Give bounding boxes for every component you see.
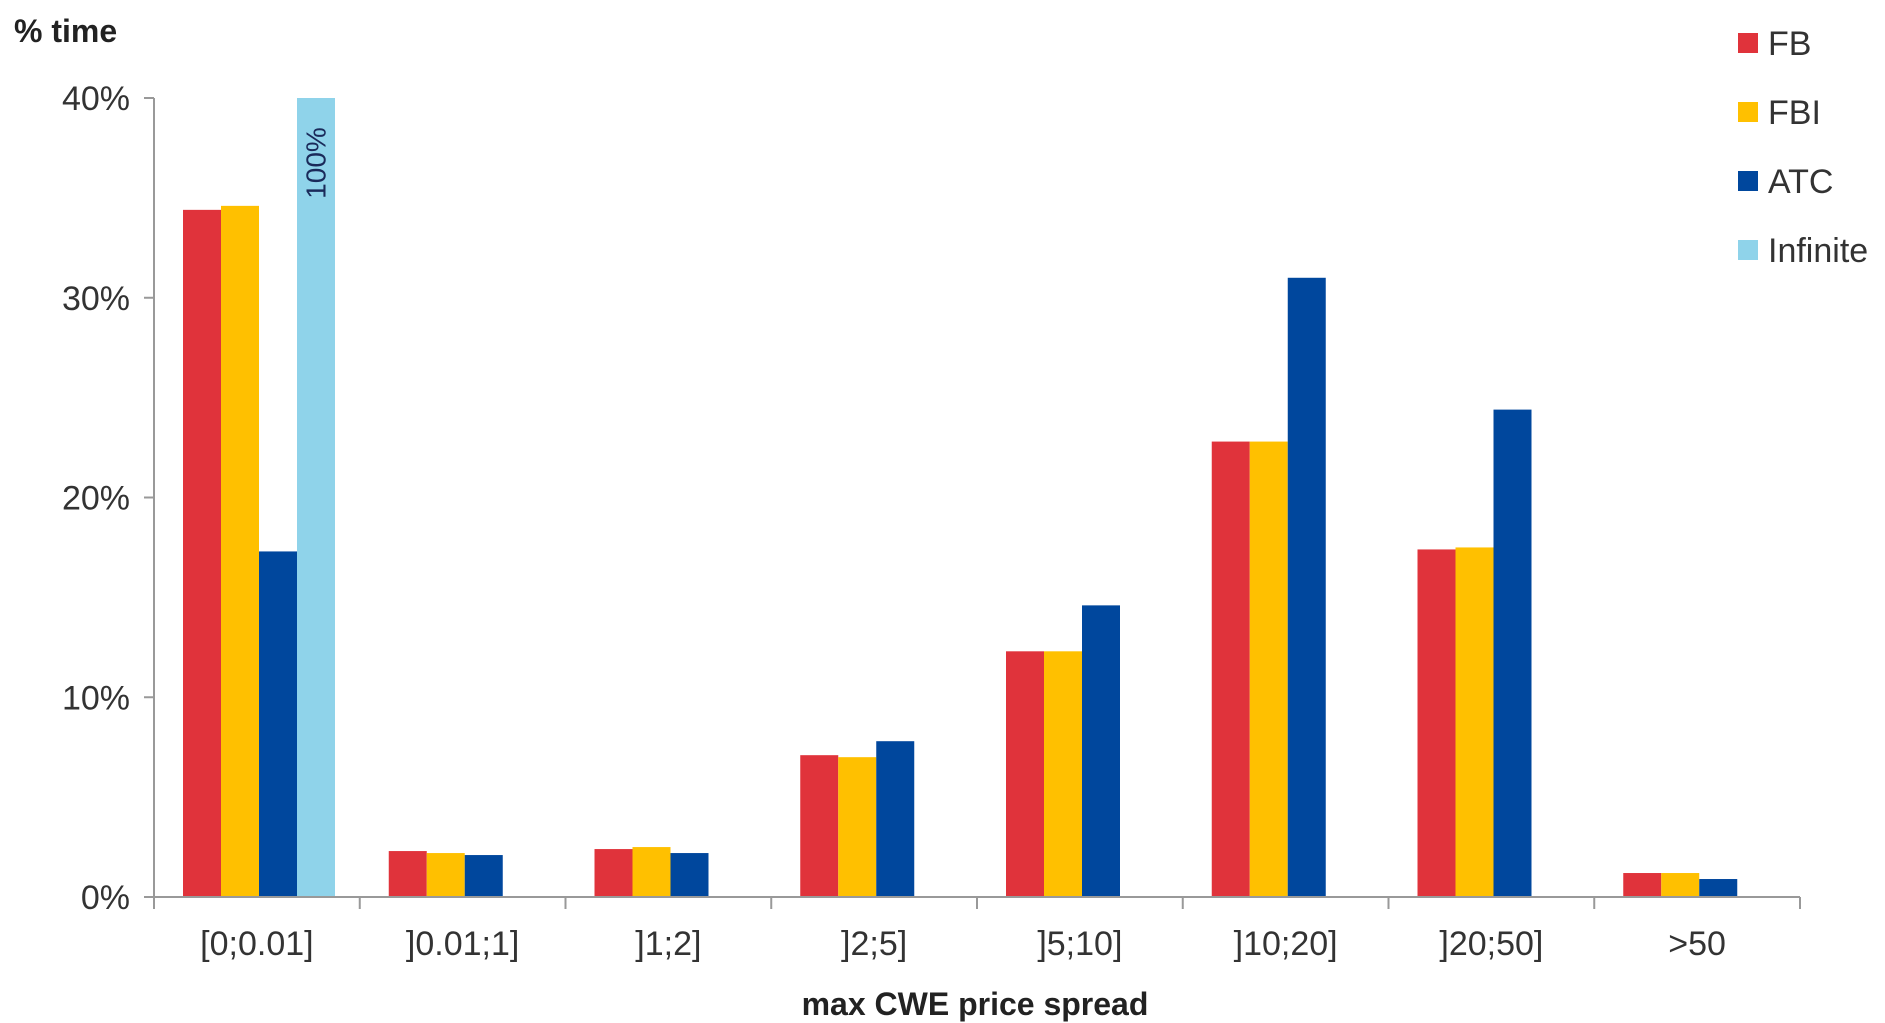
x-tick-label: ]20;50] xyxy=(1439,925,1543,963)
bar-atc-6 xyxy=(1493,409,1532,897)
bar-fb-3 xyxy=(800,755,839,897)
x-tick-label: ]10;20] xyxy=(1234,925,1338,963)
bar-atc-3 xyxy=(876,741,915,897)
bars-group: 100% xyxy=(183,98,1738,898)
legend-label: FBI xyxy=(1768,94,1821,132)
x-tick-label: ]1;2] xyxy=(635,925,701,963)
bar-atc-7 xyxy=(1699,879,1738,897)
x-axis-title: max CWE price spread xyxy=(802,986,1149,1022)
x-tick-label: ]2;5] xyxy=(841,925,907,963)
bar-fb-1 xyxy=(388,851,427,897)
y-axis-title: % time xyxy=(14,13,117,49)
bar-fb-7 xyxy=(1623,873,1662,897)
legend-swatch-fb xyxy=(1738,33,1758,53)
bar-atc-1 xyxy=(464,855,503,897)
x-tick-label: ]5;10] xyxy=(1037,925,1122,963)
x-tick-label: ]0.01;1] xyxy=(406,925,519,963)
bar-fbi-3 xyxy=(838,757,877,897)
bar-fb-5 xyxy=(1211,441,1250,897)
legend-label: FB xyxy=(1768,25,1811,63)
bar-infinite-0 xyxy=(297,98,335,897)
bar-atc-2 xyxy=(670,853,709,897)
bar-fbi-1 xyxy=(426,853,465,897)
y-tick-label: 20% xyxy=(62,480,130,518)
bar-fbi-4 xyxy=(1044,651,1082,897)
legend-label: Infinite xyxy=(1768,232,1868,270)
y-tick-label: 0% xyxy=(81,879,130,917)
bar-atc-4 xyxy=(1082,605,1120,897)
bar-atc-5 xyxy=(1287,277,1326,897)
bar-fbi-0 xyxy=(221,205,259,898)
y-tick-label: 10% xyxy=(62,679,130,717)
x-axis xyxy=(153,896,1801,909)
bar-fb-4 xyxy=(1006,651,1044,897)
bar-fbi-7 xyxy=(1661,873,1700,897)
y-tick-label: 40% xyxy=(62,80,130,118)
legend-swatch-infinite xyxy=(1738,240,1758,260)
legend: FB FBI ATC Infinite xyxy=(1738,25,1868,270)
x-tick-label: [0;0.01] xyxy=(200,925,313,963)
bar-fb-2 xyxy=(594,849,633,897)
bar-atc-0 xyxy=(259,551,297,897)
legend-swatch-atc xyxy=(1738,171,1758,191)
annotation-label: 100% xyxy=(301,127,332,199)
x-tick-label: >50 xyxy=(1668,925,1726,963)
y-tick-label: 30% xyxy=(62,280,130,318)
bar-fbi-2 xyxy=(632,847,671,897)
bar-fbi-5 xyxy=(1249,441,1288,897)
bar-fbi-6 xyxy=(1455,547,1494,897)
legend-label: ATC xyxy=(1768,163,1833,201)
y-axis: 0% 10% 20% 30% 40% xyxy=(62,80,155,917)
legend-swatch-fbi xyxy=(1738,102,1758,122)
bar-fb-0 xyxy=(183,209,221,898)
x-tick-labels: [0;0.01] ]0.01;1] ]1;2] ]2;5] ]5;10] ]10;20]]… xyxy=(200,925,1726,963)
bar-fb-6 xyxy=(1417,549,1456,897)
